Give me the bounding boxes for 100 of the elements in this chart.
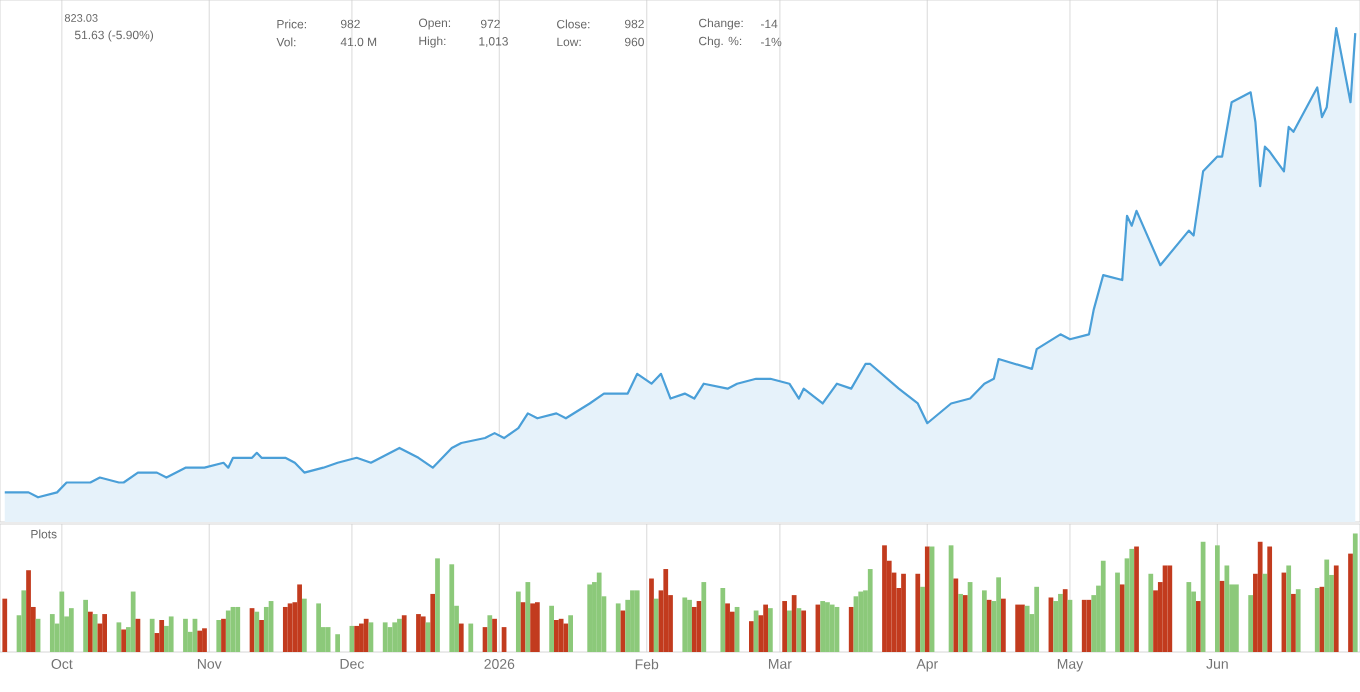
bar	[1167, 565, 1173, 652]
bar	[953, 578, 959, 652]
bar	[882, 545, 887, 652]
bar	[587, 584, 593, 652]
bar	[1024, 605, 1030, 652]
bar	[121, 629, 127, 652]
bar	[1214, 545, 1220, 652]
bar	[102, 614, 107, 652]
bar	[801, 610, 807, 652]
bar	[1100, 560, 1106, 652]
bar	[301, 598, 307, 652]
bar	[1153, 590, 1158, 652]
bar	[1234, 584, 1239, 652]
bar	[1058, 593, 1063, 652]
bar	[435, 558, 440, 652]
bar	[1134, 546, 1139, 652]
bar	[468, 623, 474, 652]
bar	[1291, 593, 1296, 652]
bar	[159, 620, 165, 652]
bar	[920, 586, 925, 652]
bar	[653, 598, 659, 652]
bar	[729, 611, 735, 652]
bar	[787, 610, 792, 652]
bar	[554, 620, 559, 652]
bar	[981, 590, 987, 652]
bar	[83, 599, 88, 652]
bar	[1015, 604, 1021, 652]
bar	[335, 634, 341, 652]
bar	[1001, 598, 1006, 652]
bar	[487, 615, 493, 652]
bar	[1195, 601, 1201, 652]
bar	[359, 623, 364, 652]
bar	[958, 593, 963, 652]
bar	[221, 618, 226, 652]
bar	[297, 584, 302, 652]
bar	[59, 591, 65, 652]
bar	[1219, 580, 1225, 652]
bar	[596, 572, 602, 652]
bar	[21, 590, 27, 652]
bar	[420, 616, 426, 652]
bar	[820, 601, 826, 652]
bar	[197, 630, 203, 652]
bar	[1348, 553, 1353, 652]
bar	[763, 604, 768, 652]
bar	[915, 573, 921, 652]
bar	[1034, 586, 1040, 652]
bar	[549, 605, 554, 652]
bar	[259, 620, 264, 652]
bar	[2, 598, 8, 652]
bar	[663, 569, 669, 652]
bar	[515, 591, 521, 652]
bar	[682, 597, 688, 652]
bar	[534, 602, 540, 652]
bar	[1119, 584, 1125, 652]
bar	[1267, 546, 1273, 652]
bar	[1333, 565, 1339, 652]
bar	[87, 611, 93, 652]
bar	[634, 590, 640, 652]
bar	[782, 601, 788, 652]
bar	[791, 595, 797, 652]
bar	[1186, 582, 1192, 652]
bar	[325, 627, 331, 652]
bar	[449, 564, 455, 652]
bar	[568, 615, 574, 652]
bar	[316, 603, 321, 652]
bar	[1081, 599, 1087, 652]
bar	[263, 606, 269, 652]
bar	[720, 588, 726, 652]
bar	[1020, 604, 1025, 652]
bar	[26, 570, 31, 652]
bar	[1286, 565, 1292, 652]
bar	[68, 608, 74, 652]
bar	[687, 599, 692, 652]
bar	[924, 546, 930, 652]
bar	[1129, 548, 1135, 652]
bar	[235, 606, 241, 652]
bar	[492, 618, 497, 652]
bar	[363, 618, 369, 652]
bar	[49, 614, 55, 652]
bar	[397, 618, 402, 652]
bar	[401, 615, 407, 652]
bar	[382, 622, 388, 652]
bar	[748, 621, 754, 652]
bar	[530, 603, 535, 652]
bar	[183, 618, 188, 652]
bar	[1295, 589, 1301, 652]
bar	[767, 608, 773, 652]
bar	[1314, 588, 1320, 652]
bar	[202, 628, 207, 652]
bar	[649, 578, 654, 652]
bar	[282, 606, 288, 652]
bar	[962, 595, 968, 652]
bar	[1257, 541, 1263, 652]
bar	[130, 591, 136, 652]
bar	[1248, 595, 1254, 652]
bar	[430, 593, 436, 652]
bar	[149, 618, 155, 652]
bar	[867, 569, 873, 652]
bar	[216, 620, 222, 652]
bar	[558, 618, 564, 652]
